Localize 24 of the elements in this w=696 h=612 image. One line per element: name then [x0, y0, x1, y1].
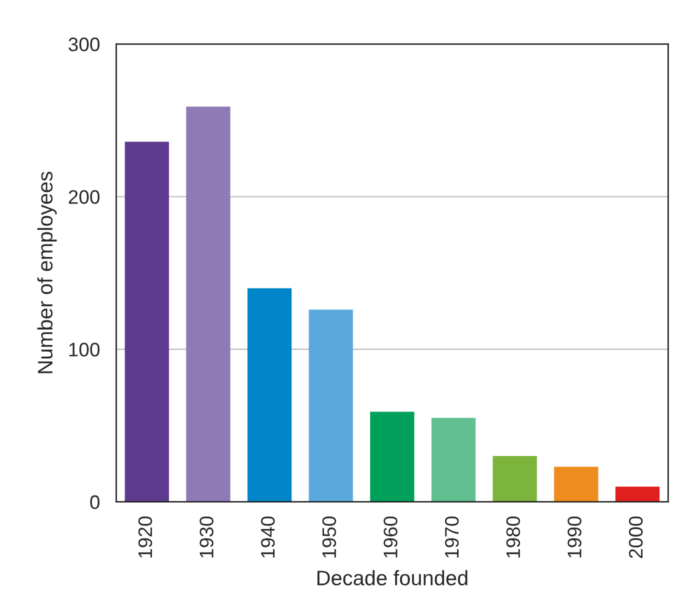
y-tick-label: 300: [68, 38, 100, 52]
bar: [492, 456, 537, 502]
x-tick-label: 2000: [628, 516, 643, 558]
bar: [308, 310, 353, 502]
x-tick-label: 1940: [260, 516, 275, 558]
x-tick-label: 1990: [568, 516, 582, 558]
y-tick-label: 200: [68, 190, 100, 204]
x-tick-label: 1970: [444, 516, 459, 558]
bar: [554, 466, 598, 502]
x-tick-label: 1930: [200, 516, 214, 558]
bar: [431, 418, 476, 502]
bar: [615, 486, 660, 502]
x-axis-title: Decade founded: [317, 570, 468, 586]
x-tick-label: 1950: [322, 516, 336, 558]
y-tick-label: 0: [90, 495, 100, 510]
bar: [370, 412, 414, 502]
bar: [247, 288, 292, 502]
x-tick-label: 1920: [138, 516, 152, 558]
y-axis-title: Number of employees: [37, 172, 57, 374]
bar: [186, 106, 230, 502]
y-tick-label: 100: [69, 342, 100, 356]
x-tick-label: 1980: [506, 516, 520, 558]
x-tick-label: 1960: [384, 516, 398, 558]
bar: [124, 142, 169, 502]
